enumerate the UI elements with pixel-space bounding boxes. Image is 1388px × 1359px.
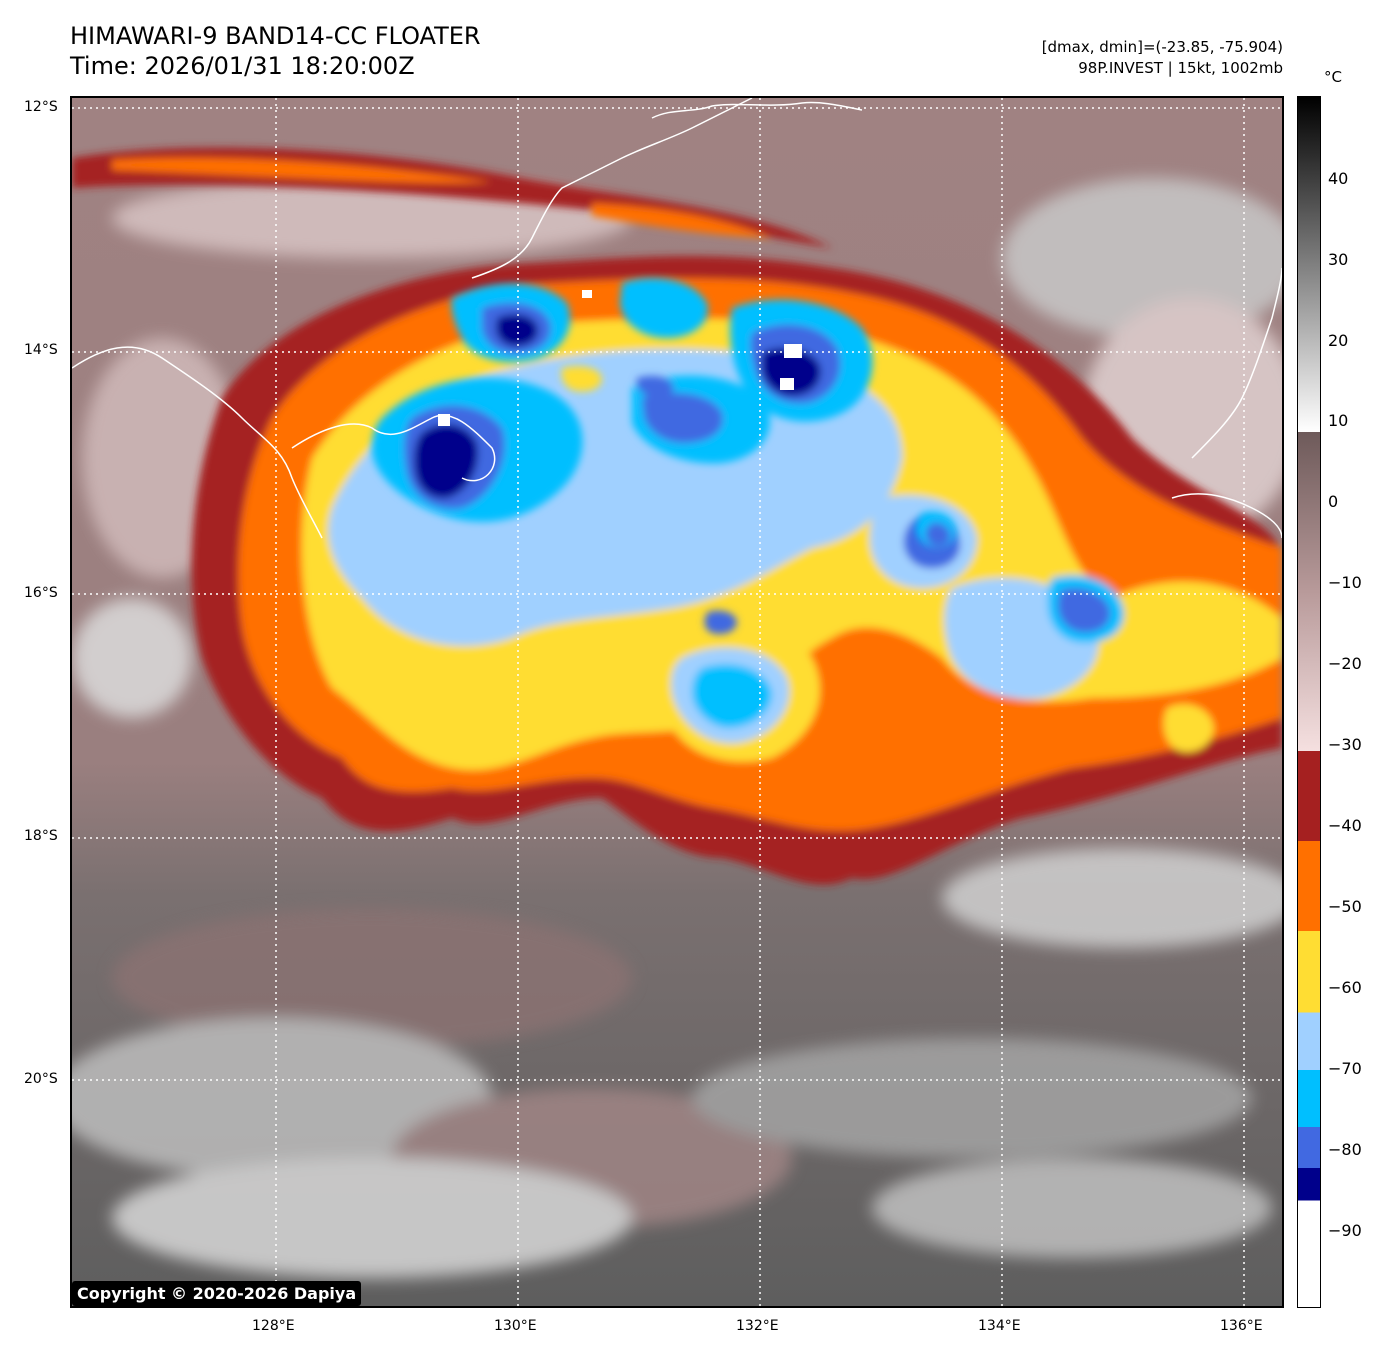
colorbar-tick-minus80: −80 xyxy=(1328,1140,1362,1159)
lon-label-136e: 136°E xyxy=(1220,1318,1263,1334)
lat-label-12s: 12°S xyxy=(24,99,58,115)
colorbar-tick-minus90: −90 xyxy=(1328,1221,1362,1240)
lat-label-14s: 14°S xyxy=(24,342,58,358)
colorbar-tick-minus20: −20 xyxy=(1328,654,1362,673)
colorbar-tick-30: 30 xyxy=(1328,250,1349,269)
lon-label-128e: 128°E xyxy=(252,1318,295,1334)
warm-cloud-texture xyxy=(72,178,1282,1278)
colorbar-tick-minus10: −10 xyxy=(1328,573,1362,592)
graticule xyxy=(72,98,1282,1306)
colorbar-tick-minus60: −60 xyxy=(1328,978,1362,997)
temperature-colorbar xyxy=(1297,96,1321,1308)
coastline xyxy=(72,98,1282,539)
storm-info: 98P.INVEST | 15kt, 1002mb xyxy=(1078,59,1283,77)
colorbar-tick-minus40: −40 xyxy=(1328,816,1362,835)
cold-cloud-cores xyxy=(372,278,957,635)
satellite-map xyxy=(70,96,1284,1308)
colorbar-tick-minus50: −50 xyxy=(1328,897,1362,916)
colorbar-tick-20: 20 xyxy=(1328,331,1349,350)
lon-label-132e: 132°E xyxy=(736,1318,779,1334)
colorbar-unit: °C xyxy=(1324,68,1342,86)
lon-label-134e: 134°E xyxy=(978,1318,1021,1334)
overshooting-tops xyxy=(438,290,802,426)
colorbar-tick-minus30: −30 xyxy=(1328,735,1362,754)
satellite-image xyxy=(72,98,1282,1306)
cloud-top-bands-north xyxy=(72,147,832,248)
colorbar-tick-10: 10 xyxy=(1328,411,1349,430)
lat-label-18s: 18°S xyxy=(24,828,58,844)
lon-label-130e: 130°E xyxy=(494,1318,537,1334)
colorbar-tick-minus70: −70 xyxy=(1328,1059,1362,1078)
lat-label-16s: 16°S xyxy=(24,585,58,601)
chart-title: HIMAWARI-9 BAND14-CC FLOATER xyxy=(70,22,481,50)
temperature-range-info: [dmax, dmin]=(-23.85, -75.904) xyxy=(1041,38,1283,56)
colorbar-tick-40: 40 xyxy=(1328,169,1349,188)
lat-label-20s: 20°S xyxy=(24,1071,58,1087)
chart-timestamp: Time: 2026/01/31 18:20:00Z xyxy=(70,52,415,80)
copyright-notice: Copyright © 2020-2026 Dapiya xyxy=(72,1281,362,1306)
colorbar-tick-0: 0 xyxy=(1328,492,1339,511)
